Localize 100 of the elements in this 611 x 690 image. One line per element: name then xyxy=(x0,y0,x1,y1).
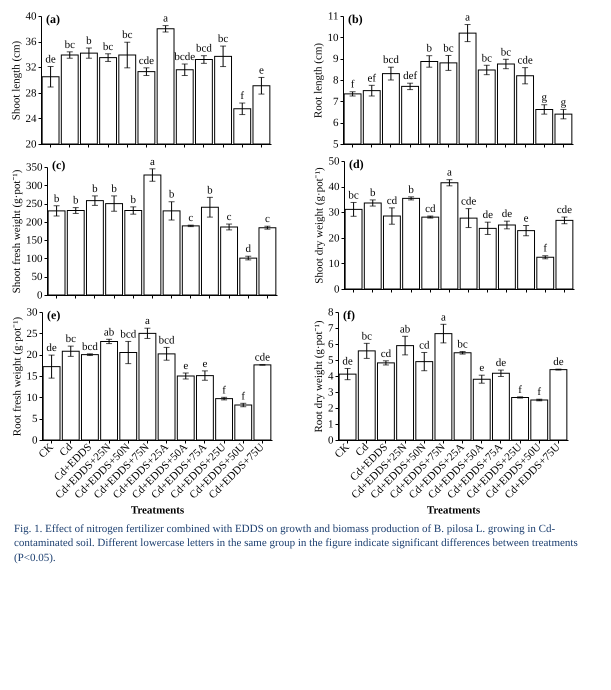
data-label: a xyxy=(465,12,470,24)
data-label: a xyxy=(150,156,155,168)
y-axis-title: Shoot dry weight (g·pot⁻¹) xyxy=(314,166,326,284)
y-tick-label: 5 xyxy=(328,354,334,366)
data-label: bc xyxy=(102,40,114,53)
y-tick-label: 10 xyxy=(328,32,339,44)
data-label: de xyxy=(45,54,56,66)
data-label: c xyxy=(188,212,194,224)
data-label: e xyxy=(524,212,529,225)
data-label: bcd xyxy=(196,42,212,55)
data-label: f xyxy=(222,384,226,396)
data-label: f xyxy=(518,384,522,396)
y-tick-label: 7 xyxy=(328,322,334,334)
x-axis-title: Treatments xyxy=(426,504,481,517)
data-label: b xyxy=(168,188,175,201)
data-label: f xyxy=(350,78,355,91)
y-tick-label: 30 xyxy=(26,306,38,318)
data-label: d xyxy=(246,243,252,256)
y-tick-label: 50 xyxy=(328,156,340,168)
data-label: cde xyxy=(254,351,270,364)
data-label: cd xyxy=(386,194,398,207)
data-label: g xyxy=(560,96,567,108)
data-label: b xyxy=(54,192,60,205)
y-tick-label: 150 xyxy=(26,234,43,247)
data-label: b xyxy=(73,194,79,207)
y-tick-label: 11 xyxy=(328,10,338,22)
y-tick-label: 20 xyxy=(328,232,340,244)
data-label: e xyxy=(202,358,208,370)
data-label: b xyxy=(130,194,136,206)
y-tick-label: 10 xyxy=(26,392,38,404)
y-tick-label: 5 xyxy=(32,413,38,426)
data-label: ab xyxy=(104,326,115,338)
data-label: e xyxy=(258,64,264,76)
data-label: bc xyxy=(122,29,133,42)
data-label: bcd xyxy=(82,340,98,353)
data-label: de xyxy=(46,342,57,354)
data-label: cde xyxy=(460,196,476,208)
y-tick-label: 0 xyxy=(32,434,38,446)
y-axis-title: Root fresh weight (g·pot⁻¹) xyxy=(12,316,24,436)
y-axis-title: Root length (cm) xyxy=(312,42,324,118)
data-label: a xyxy=(163,12,168,25)
x-axis-title: Treatments xyxy=(130,504,185,517)
data-label: bc xyxy=(362,330,372,342)
data-label: b xyxy=(426,42,432,55)
x-tick-label: CK xyxy=(332,441,352,461)
chart-title: (b) xyxy=(348,12,363,26)
y-tick-label: 0 xyxy=(37,290,43,302)
data-label: cd xyxy=(419,339,430,352)
data-label: cde xyxy=(556,204,572,216)
y-tick-label: 200 xyxy=(26,216,43,228)
data-label: g xyxy=(542,92,548,104)
data-label: b xyxy=(111,182,118,195)
y-tick-label: 24 xyxy=(26,112,37,125)
y-tick-label: 40 xyxy=(26,10,37,22)
data-label: bcd xyxy=(382,54,400,66)
chart-title: (f) xyxy=(343,308,355,322)
data-label: de xyxy=(342,355,353,368)
y-tick-label: 36 xyxy=(26,36,37,48)
data-label: bc xyxy=(443,42,454,54)
y-tick-label: 3 xyxy=(328,386,334,398)
y-tick-label: 4 xyxy=(328,370,334,382)
data-label: bc xyxy=(482,52,492,64)
data-label: b xyxy=(370,186,376,199)
data-label: def xyxy=(403,70,418,82)
data-label: a xyxy=(144,315,150,328)
data-label: b xyxy=(207,184,214,196)
data-label: e xyxy=(479,362,484,374)
data-label: bcde xyxy=(174,51,196,63)
y-axis-title: Shoot length (cm) xyxy=(10,40,22,120)
chart-title: (d) xyxy=(349,157,364,171)
y-tick-label: 32 xyxy=(26,62,36,74)
y-tick-label: 25 xyxy=(26,328,38,340)
y-tick-label: 0 xyxy=(334,284,340,296)
data-label: bc xyxy=(64,38,76,51)
data-label: f xyxy=(240,90,244,102)
x-tick-label: CK xyxy=(36,441,56,461)
y-tick-label: 350 xyxy=(26,162,43,174)
data-label: bc xyxy=(66,333,76,346)
data-label: b xyxy=(408,184,414,196)
data-label: bc xyxy=(500,46,512,58)
data-label: b xyxy=(92,182,98,195)
data-label: f xyxy=(543,242,548,255)
chart-title: (a) xyxy=(46,12,60,26)
y-tick-label: 20 xyxy=(26,138,37,150)
data-label: bc xyxy=(348,189,359,202)
y-tick-label: 20 xyxy=(26,349,38,362)
data-label: de xyxy=(502,208,512,220)
y-tick-label: 50 xyxy=(32,271,43,284)
data-label: ab xyxy=(400,323,411,336)
data-label: cde xyxy=(138,54,154,67)
y-tick-label: 0 xyxy=(328,434,334,446)
y-tick-label: 100 xyxy=(26,252,43,265)
y-tick-label: 8 xyxy=(328,306,334,318)
data-label: cd xyxy=(380,348,392,360)
data-label: ef xyxy=(367,72,376,84)
y-tick-label: 7 xyxy=(333,96,339,108)
y-tick-label: 30 xyxy=(328,206,340,219)
data-label: f xyxy=(537,386,542,398)
y-tick-label: 250 xyxy=(26,198,43,210)
data-label: de xyxy=(553,356,564,368)
